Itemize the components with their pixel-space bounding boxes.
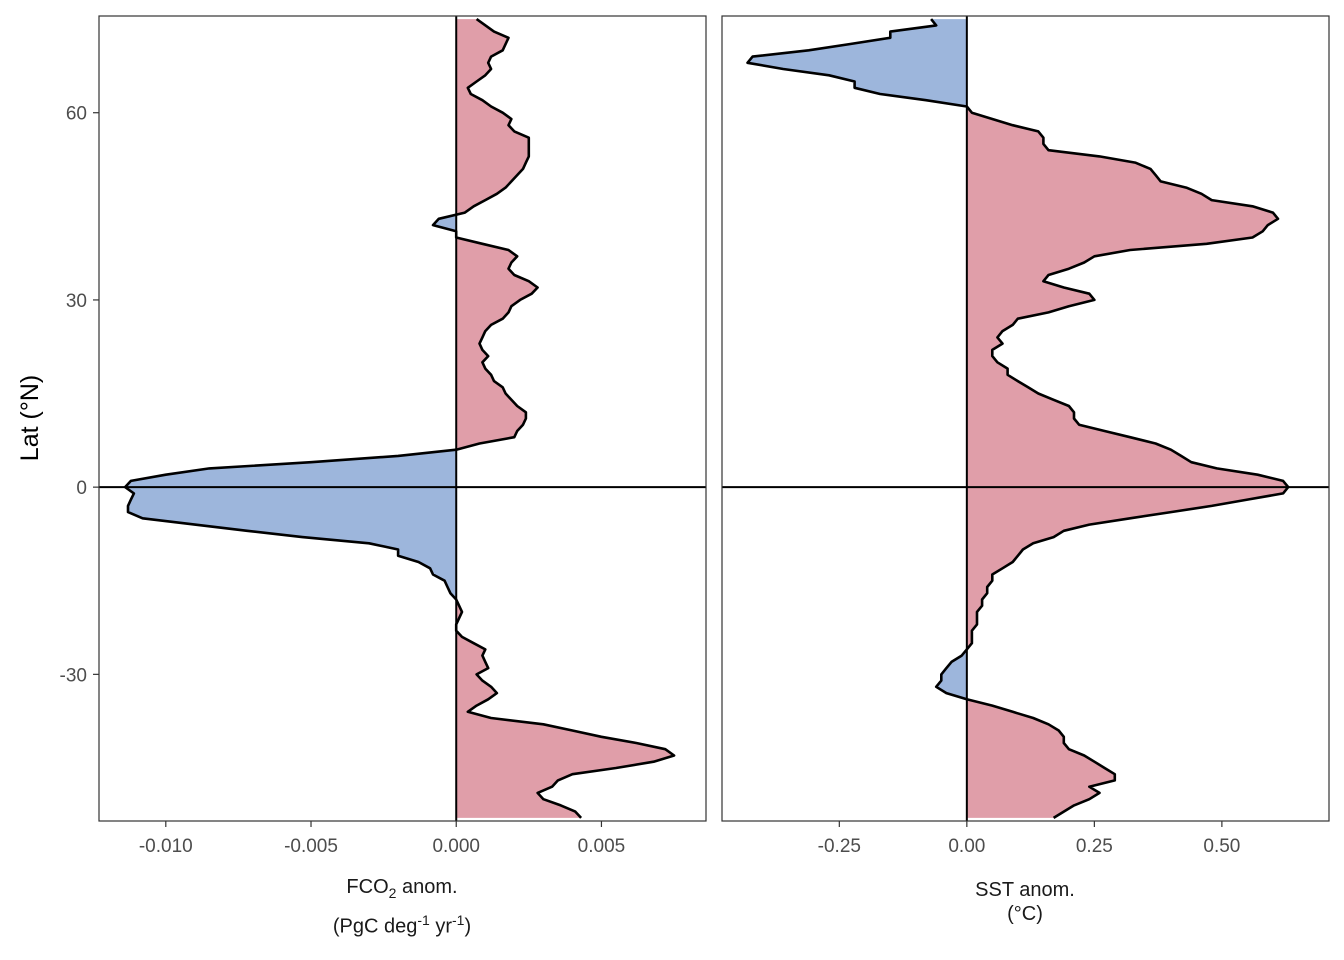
sst-panel-frame	[721, 15, 1330, 822]
sst-x-tick-label: 0.25	[1076, 836, 1113, 857]
sst-x-tick-label: -0.25	[818, 836, 861, 857]
sst-positive-fill-1	[966, 106, 1289, 650]
fco2-panel-frame	[98, 15, 707, 822]
sst-x-tick-label: 0.50	[1203, 836, 1240, 857]
fco2-positive-fill-2	[456, 237, 538, 450]
fco2-x-tick-label: -0.005	[284, 836, 338, 857]
panel-fco2: -0.010 -0.005 0.000 0.005 -30 0 30 60	[60, 15, 707, 857]
y-tick-label: -30	[60, 665, 87, 686]
sst-positive-fill-3	[966, 699, 1115, 818]
sst-negative-fill-2	[936, 649, 967, 700]
fco2-series-line	[123, 18, 676, 819]
y-tick-label: 30	[66, 291, 87, 312]
fco2-reference-lines	[99, 16, 706, 821]
fco2-positive-fill-4	[456, 599, 675, 818]
fco2-x-axis-title: FCO2 anom. (PgC deg-1 yr-1)	[332, 876, 472, 938]
y-tick-label: 60	[66, 104, 87, 125]
fco2-positive-fill-0	[456, 19, 529, 215]
sst-reference-lines	[722, 16, 1329, 821]
fco2-x-tick-label: -0.010	[139, 836, 193, 857]
sst-series-line	[746, 18, 1290, 820]
fco2-x-tick-label: 0.000	[432, 836, 480, 857]
sst-area	[746, 18, 1290, 820]
fco2-x-ticks: -0.010 -0.005 0.000 0.005	[139, 821, 625, 857]
sst-x-axis-title: SST anom. (°C)	[975, 879, 1075, 925]
y-axis-title: Lat (°N)	[16, 375, 44, 461]
fco2-x-tick-label: 0.005	[578, 836, 626, 857]
y-tick-label: 0	[76, 478, 87, 499]
fco2-area	[123, 18, 676, 819]
fco2-y-ticks: -30 0 30 60	[60, 104, 99, 686]
sst-x-ticks: -0.25 0.00 0.25 0.50	[818, 821, 1240, 857]
panel-sst: -0.25 0.00 0.25 0.50	[721, 15, 1330, 857]
sst-x-tick-label: 0.00	[948, 836, 985, 857]
sst-negative-fill-0	[747, 19, 967, 107]
